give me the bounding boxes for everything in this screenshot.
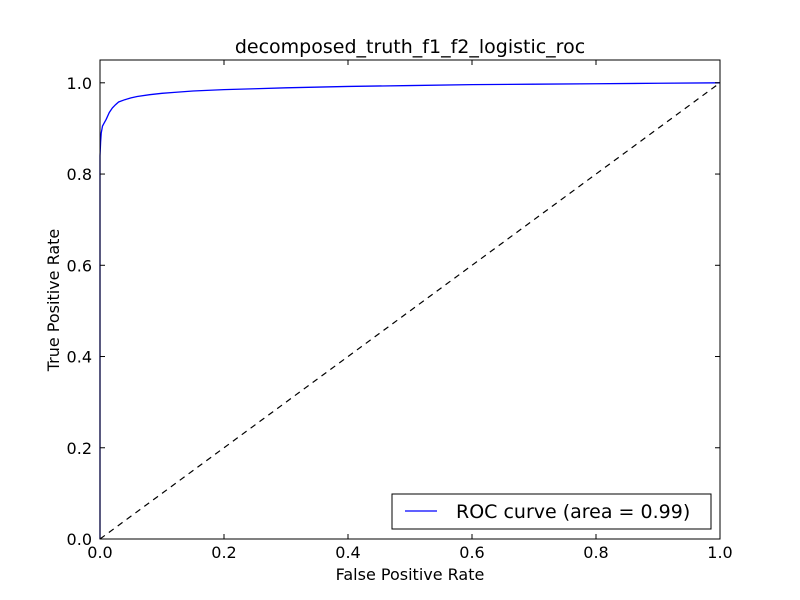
roc-curve-line	[99, 82, 721, 539]
chance-diagonal-line	[99, 82, 721, 540]
x-tick-label: 1.0	[707, 543, 732, 562]
chart-title: decomposed_truth_f1_f2_logistic_roc	[235, 36, 585, 58]
y-tick-label: 1.0	[67, 74, 92, 93]
y-tick-label: 0.0	[67, 530, 92, 549]
y-axis-label: True Positive Rate	[44, 229, 63, 373]
x-tick-label: 0.8	[583, 543, 608, 562]
y-tick-label: 0.8	[67, 165, 92, 184]
legend-label-roc: ROC curve (area = 0.99)	[456, 501, 690, 523]
x-tick-label: 0.4	[335, 543, 360, 562]
x-tick-label: 0.0	[87, 543, 112, 562]
plot-frame	[99, 59, 721, 540]
axis-ticks: 0.0 0.2 0.4 0.6 0.8 1.0 0.0 0.2 0.4 0.6 0.8 1.0	[67, 60, 733, 562]
y-tick-label: 0.6	[67, 256, 92, 275]
x-tick-label: 0.2	[211, 543, 236, 562]
legend: ROC curve (area = 0.99)	[391, 493, 712, 530]
x-axis-label: False Positive Rate	[336, 565, 485, 584]
legend-box	[391, 493, 712, 530]
x-tick-label: 0.6	[459, 543, 484, 562]
y-tick-label: 0.2	[67, 439, 92, 458]
plot-area	[99, 82, 721, 540]
y-tick-label: 0.4	[67, 348, 92, 367]
